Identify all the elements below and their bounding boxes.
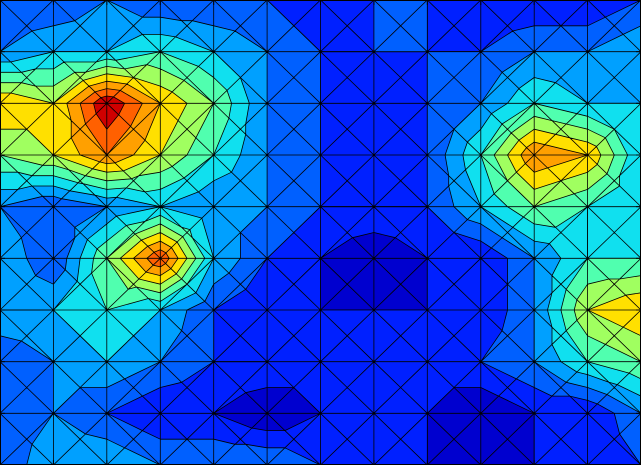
contour-band bbox=[93, 95, 125, 130]
contour-level-11 bbox=[93, 95, 125, 130]
